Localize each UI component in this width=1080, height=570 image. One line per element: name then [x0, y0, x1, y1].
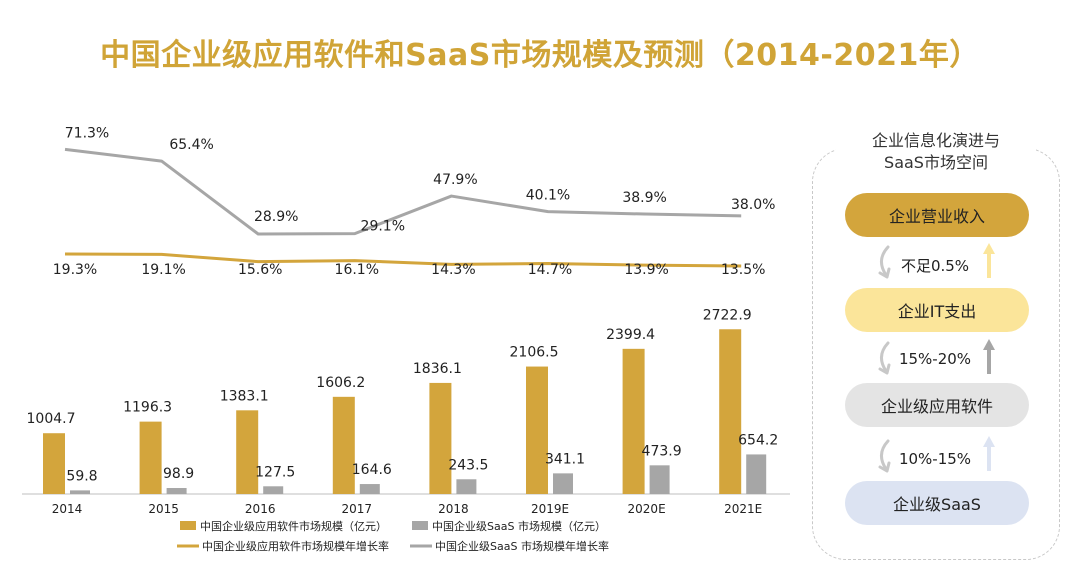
bar-saas [746, 454, 767, 494]
up-arrow-icon [983, 436, 995, 471]
line-label-saas-growth: 38.0% [731, 197, 775, 213]
chart-area: 1004.7 59.8 2014 1196.3 98.9 2015 1383.1 127.5 2… [22, 125, 790, 553]
bar-saas [70, 490, 90, 494]
line-label-saas-growth: 71.3% [65, 125, 109, 141]
bar-software [332, 396, 355, 494]
panel-title-line1: 企业信息化演进与 [871, 131, 1000, 150]
bar-label-saas: 164.6 [352, 462, 392, 478]
legend-label: 中国企业级SaaS 市场规模年增长率 [435, 539, 609, 553]
panel-title-line2: SaaS市场空间 [884, 153, 988, 172]
pill-enterprise-software: 企业级应用软件 [845, 383, 1029, 427]
bar-label-software: 1383.1 [220, 388, 269, 404]
bar-software [526, 366, 548, 494]
x-tick-label: 2021E [724, 502, 762, 516]
line-label-software-growth: 14.3% [431, 262, 475, 278]
line-label-software-growth: 19.3% [53, 262, 97, 278]
bar-label-saas: 473.9 [642, 443, 682, 459]
bar-label-saas: 341.1 [545, 451, 585, 467]
ratio-it-to-software: 15%-20% [898, 350, 972, 368]
line-label-saas-growth: 47.9% [433, 172, 477, 188]
bar-saas [359, 484, 380, 494]
line-label-software-growth: 14.7% [528, 262, 572, 278]
curved-arrow-icon [878, 245, 891, 279]
bar-label-software: 1606.2 [316, 375, 365, 391]
chart-title: 中国企业级应用软件和SaaS市场规模及预测（2014-2021年） [100, 38, 980, 73]
line-saas-growth [64, 147, 742, 236]
legend-swatch-saas-bar [412, 521, 428, 530]
bar-saas [456, 479, 477, 494]
bar-label-software: 2399.4 [606, 327, 655, 343]
bar-software [43, 433, 65, 494]
bar-label-software: 1836.1 [413, 361, 462, 377]
line-label-saas-growth: 38.9% [622, 190, 666, 206]
x-tick-label: 2019E [531, 502, 569, 516]
legend-swatch-software-bar [180, 521, 196, 530]
bar-saas [553, 473, 573, 494]
bar-software [429, 382, 452, 494]
bar-saas [649, 465, 670, 494]
pill-enterprise-it-spend: 企业IT支出 [845, 288, 1029, 332]
line-label-saas-growth: 29.1% [361, 219, 405, 235]
bar-label-saas: 127.5 [255, 464, 295, 480]
legend-label: 中国企业级应用软件市场规模年增长率 [202, 539, 389, 553]
x-tick-label: 2015 [148, 502, 179, 516]
ratio-revenue-to-it: 不足0.5% [900, 257, 970, 275]
x-tick-label: 2018 [438, 502, 469, 516]
x-tick-label: 2017 [342, 502, 373, 516]
line-label-software-growth: 19.1% [141, 262, 185, 278]
pill-enterprise-revenue: 企业营业收入 [845, 193, 1029, 237]
bar-label-software: 2106.5 [510, 345, 559, 361]
bar-saas [263, 486, 284, 494]
line-label-software-growth: 15.6% [238, 262, 282, 278]
line-label-software-growth: 13.9% [624, 262, 668, 278]
line-label-saas-growth: 40.1% [526, 188, 570, 204]
bar-label-saas: 654.2 [738, 432, 778, 448]
line-label-software-growth: 16.1% [335, 262, 379, 278]
x-tick-label: 2014 [52, 502, 83, 516]
up-arrow-icon [983, 339, 995, 374]
bar-software [236, 410, 259, 494]
curved-arrow-icon [878, 341, 891, 375]
curved-arrow-icon [878, 439, 891, 473]
bar-software [622, 348, 645, 494]
panel-title: 企业信息化演进与 SaaS市场空间 [836, 130, 1036, 174]
legend-label: 中国企业级SaaS 市场规模（亿元） [432, 519, 606, 533]
pill-enterprise-saas: 企业级SaaS [845, 481, 1029, 525]
line-label-software-growth: 13.5% [721, 262, 765, 278]
up-arrow-icon [983, 243, 995, 278]
bar-label-saas: 59.8 [66, 468, 97, 484]
x-tick-label: 2016 [245, 502, 276, 516]
x-tick-label: 2020E [628, 502, 666, 516]
line-software-growth [64, 252, 742, 268]
bar-label-software: 1004.7 [27, 411, 76, 427]
bar-label-saas: 243.5 [448, 457, 488, 473]
bar-software [139, 421, 162, 494]
legend-label: 中国企业级应用软件市场规模（亿元） [200, 519, 387, 533]
bar-saas [166, 488, 187, 494]
bar-label-software: 1196.3 [123, 400, 172, 416]
ratio-software-to-saas: 10%-15% [898, 450, 972, 468]
line-label-saas-growth: 28.9% [254, 209, 298, 225]
bar-software [719, 329, 742, 494]
bar-label-saas: 98.9 [163, 466, 194, 482]
line-label-saas-growth: 65.4% [169, 137, 213, 153]
bar-label-software: 2722.9 [703, 307, 752, 323]
